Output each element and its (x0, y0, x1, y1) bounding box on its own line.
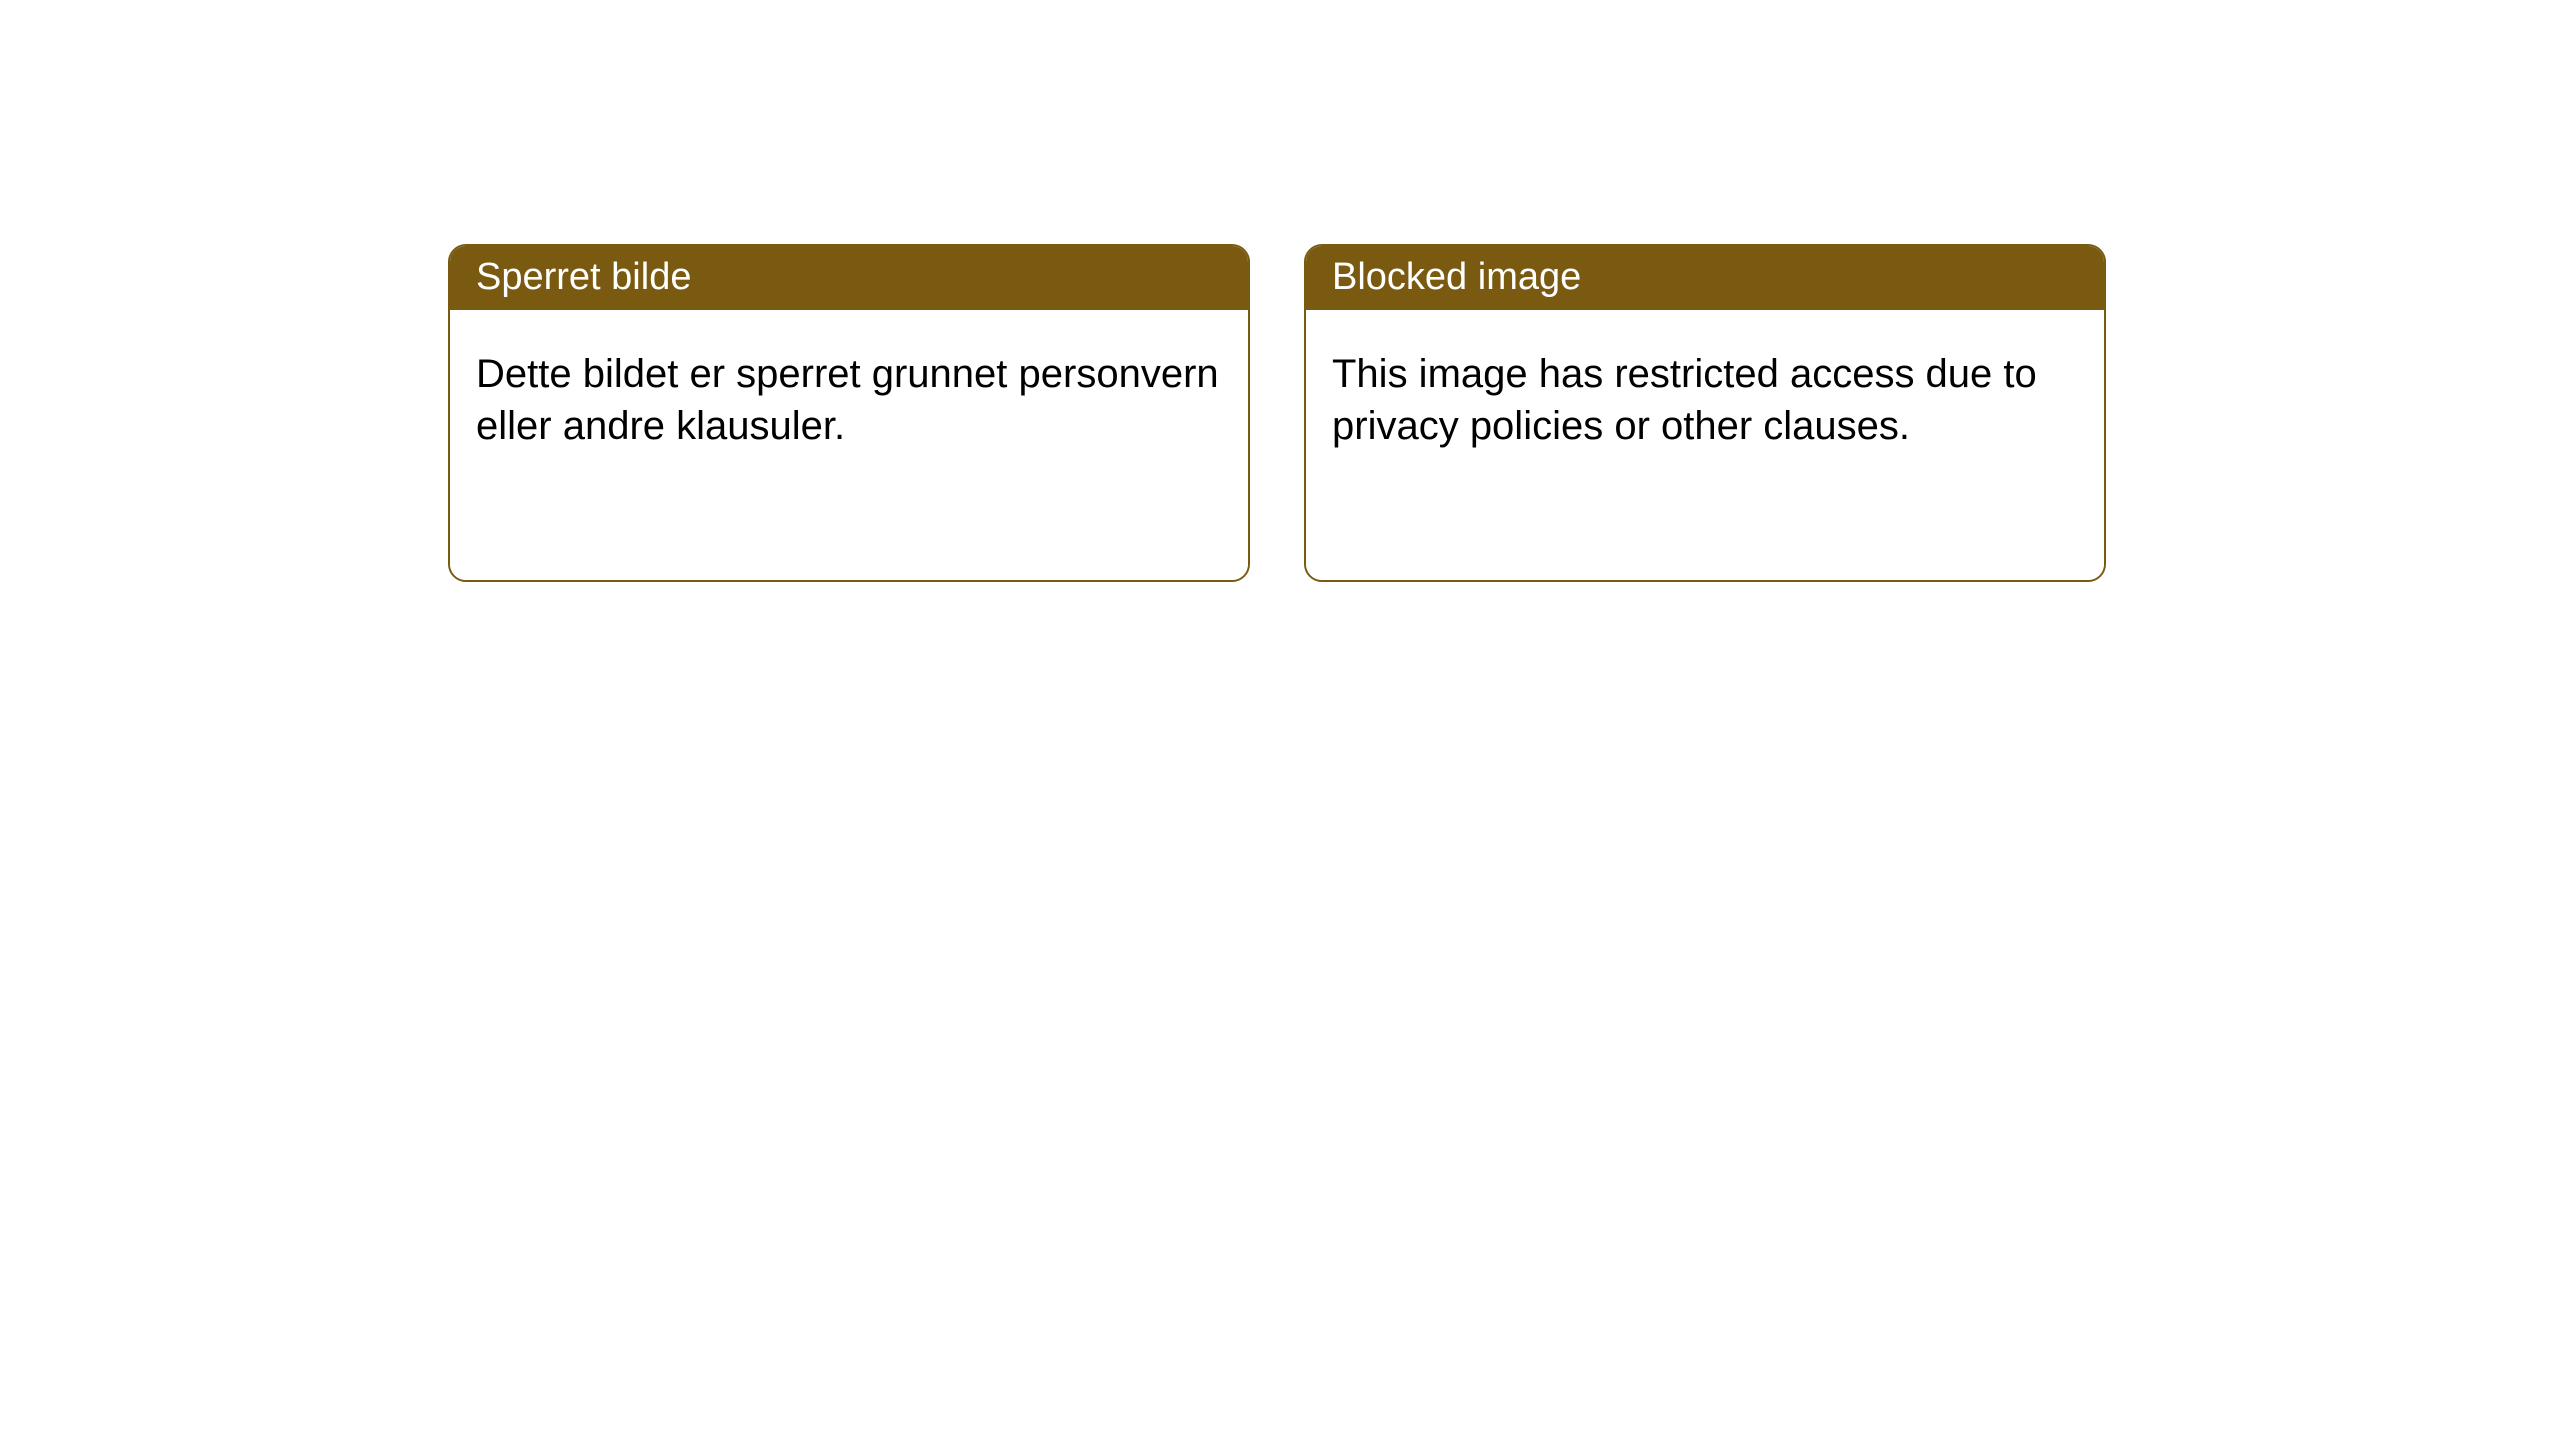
blocked-image-card-en: Blocked image This image has restricted … (1304, 244, 2106, 582)
blocked-image-card-body-no: Dette bildet er sperret grunnet personve… (450, 310, 1248, 580)
blocked-image-card-header-no: Sperret bilde (450, 246, 1248, 310)
blocked-image-card-body-en: This image has restricted access due to … (1306, 310, 2104, 580)
blocked-image-card-no: Sperret bilde Dette bildet er sperret gr… (448, 244, 1250, 582)
blocked-image-card-header-en: Blocked image (1306, 246, 2104, 310)
